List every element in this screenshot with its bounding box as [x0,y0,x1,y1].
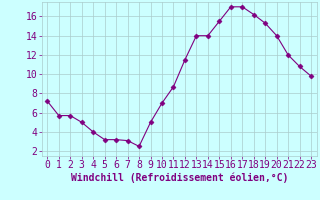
X-axis label: Windchill (Refroidissement éolien,°C): Windchill (Refroidissement éolien,°C) [70,173,288,183]
